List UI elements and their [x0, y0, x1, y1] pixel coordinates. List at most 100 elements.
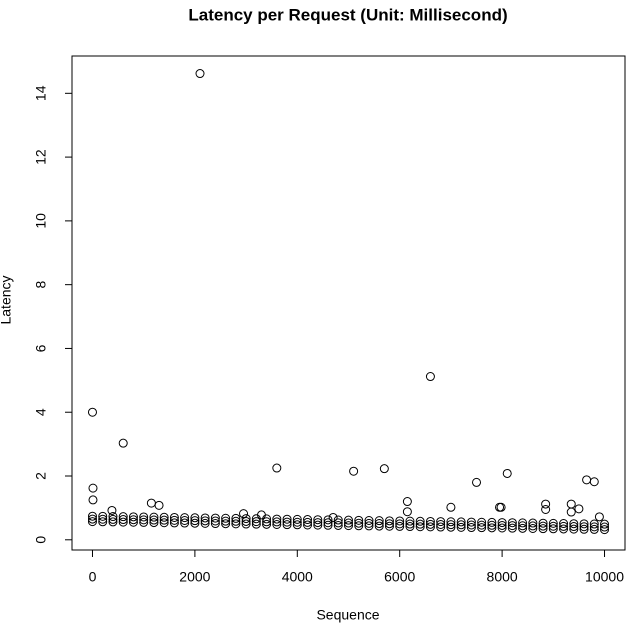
- point: [528, 523, 538, 533]
- point: [436, 519, 446, 529]
- point: [149, 515, 159, 525]
- point: [589, 524, 599, 534]
- point: [262, 517, 272, 527]
- point: [579, 522, 589, 532]
- point: [446, 517, 456, 527]
- point: [169, 512, 179, 522]
- point: [313, 518, 323, 528]
- point: [364, 516, 374, 526]
- point: [239, 509, 249, 519]
- point: [497, 520, 507, 530]
- point: [354, 515, 364, 525]
- point: [98, 514, 108, 524]
- x-axis-title: Sequence: [316, 607, 379, 623]
- point: [344, 515, 353, 525]
- point: [496, 502, 506, 512]
- y-tick-label: 6: [33, 344, 49, 352]
- point: [600, 519, 610, 529]
- point: [128, 517, 138, 527]
- point: [477, 523, 487, 533]
- point: [374, 519, 384, 529]
- point: [600, 522, 610, 532]
- point: [425, 372, 435, 382]
- point: [364, 521, 374, 531]
- point: [190, 518, 200, 528]
- point: [118, 515, 128, 525]
- point: [159, 515, 169, 525]
- point: [569, 519, 579, 529]
- point: [384, 516, 394, 526]
- point: [231, 516, 241, 526]
- point: [436, 522, 446, 532]
- point: [456, 520, 466, 530]
- point: [292, 514, 302, 524]
- x-tick-label: 6000: [384, 569, 415, 585]
- point: [292, 517, 302, 527]
- y-tick-label: 0: [33, 536, 49, 544]
- point: [313, 520, 323, 530]
- point: [425, 516, 435, 526]
- point: [402, 497, 412, 507]
- chart-title: Latency per Request (Unit: Millisecond): [188, 5, 507, 24]
- point: [88, 483, 98, 493]
- x-tick-label: 2000: [179, 569, 210, 585]
- x-tick-label: 4000: [282, 569, 313, 585]
- point: [200, 516, 210, 526]
- x-tick-label: 0: [89, 569, 97, 585]
- point: [446, 520, 456, 530]
- point: [379, 464, 389, 474]
- point: [108, 512, 118, 522]
- point: [200, 513, 210, 523]
- y-axis-title: Latency: [0, 275, 14, 324]
- point: [221, 516, 231, 526]
- point: [566, 507, 576, 517]
- point: [559, 521, 569, 531]
- point: [497, 523, 507, 533]
- point: [589, 519, 599, 529]
- point: [395, 519, 405, 529]
- point: [272, 463, 282, 473]
- point: [374, 516, 384, 526]
- x-tick-label: 8000: [487, 569, 518, 585]
- point: [210, 516, 220, 526]
- point: [333, 515, 343, 525]
- point: [518, 518, 528, 528]
- point: [195, 69, 205, 79]
- point: [364, 518, 374, 528]
- point: [128, 512, 138, 522]
- point: [210, 519, 220, 529]
- point: [402, 507, 412, 517]
- point: [139, 512, 149, 522]
- point: [98, 511, 108, 521]
- point: [559, 519, 569, 529]
- point: [344, 521, 353, 531]
- x-tick-label: 10000: [585, 569, 624, 585]
- point: [456, 522, 466, 532]
- point: [548, 521, 558, 531]
- point: [487, 517, 497, 527]
- point: [251, 519, 261, 529]
- point: [210, 513, 220, 523]
- point: [221, 519, 231, 529]
- y-tick-label: 2: [33, 472, 49, 480]
- point: [384, 519, 394, 529]
- point: [118, 517, 128, 527]
- point: [354, 518, 364, 528]
- point: [118, 438, 128, 448]
- point: [88, 495, 98, 505]
- point: [241, 519, 251, 529]
- point: [272, 517, 282, 527]
- point: [405, 516, 415, 526]
- point: [118, 512, 128, 522]
- point: [541, 504, 551, 514]
- point: [200, 518, 210, 528]
- point: [282, 514, 292, 524]
- point: [272, 514, 282, 524]
- point: [425, 519, 435, 529]
- point: [472, 477, 482, 487]
- point: [231, 513, 241, 523]
- point: [241, 516, 251, 526]
